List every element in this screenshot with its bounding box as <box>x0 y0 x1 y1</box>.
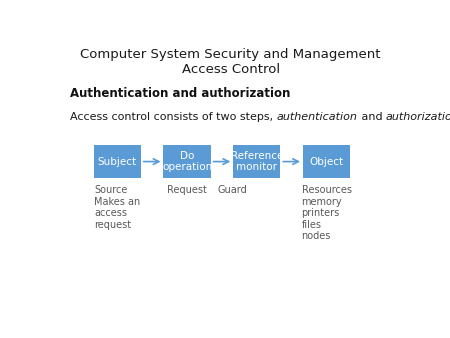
Text: Access control consists of two steps,: Access control consists of two steps, <box>70 112 277 122</box>
Text: authentication: authentication <box>277 112 358 122</box>
Text: Reference
monitor: Reference monitor <box>230 151 283 172</box>
Text: Resources
memory
printers
files
nodes: Resources memory printers files nodes <box>302 185 351 241</box>
Text: Object: Object <box>310 156 344 167</box>
Text: and: and <box>358 112 386 122</box>
Text: Request: Request <box>167 185 207 195</box>
FancyBboxPatch shape <box>94 145 141 178</box>
FancyBboxPatch shape <box>303 145 350 178</box>
Text: Do
operation: Do operation <box>162 151 212 172</box>
Text: Subject: Subject <box>98 156 137 167</box>
Text: Guard: Guard <box>217 185 247 195</box>
Text: Computer System Security and Management
Access Control: Computer System Security and Management … <box>81 48 381 76</box>
Text: Source
Makes an
access
request: Source Makes an access request <box>94 185 140 230</box>
FancyBboxPatch shape <box>233 145 280 178</box>
Text: Authentication and authorization: Authentication and authorization <box>70 88 291 100</box>
Text: authorization: authorization <box>386 112 450 122</box>
FancyBboxPatch shape <box>163 145 211 178</box>
